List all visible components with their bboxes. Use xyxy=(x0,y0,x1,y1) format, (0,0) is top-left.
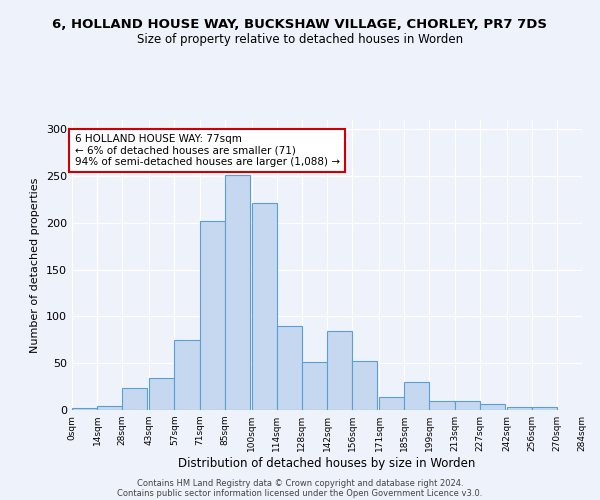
Text: 6 HOLLAND HOUSE WAY: 77sqm
← 6% of detached houses are smaller (71)
94% of semi-: 6 HOLLAND HOUSE WAY: 77sqm ← 6% of detac… xyxy=(74,134,340,167)
Bar xyxy=(327,332,352,410)
Bar xyxy=(277,326,302,410)
Bar xyxy=(506,407,532,410)
X-axis label: Distribution of detached houses by size in Worden: Distribution of detached houses by size … xyxy=(178,457,476,470)
Bar xyxy=(302,362,327,410)
Bar xyxy=(455,400,479,410)
Text: Size of property relative to detached houses in Worden: Size of property relative to detached ho… xyxy=(137,32,463,46)
Bar xyxy=(532,407,557,410)
Text: 6, HOLLAND HOUSE WAY, BUCKSHAW VILLAGE, CHORLEY, PR7 7DS: 6, HOLLAND HOUSE WAY, BUCKSHAW VILLAGE, … xyxy=(53,18,548,30)
Bar xyxy=(122,388,148,410)
Bar xyxy=(72,408,97,410)
Bar xyxy=(430,400,455,410)
Bar xyxy=(379,397,404,410)
Bar xyxy=(352,362,377,410)
Bar xyxy=(175,340,199,410)
Bar xyxy=(479,404,505,410)
Bar xyxy=(199,221,224,410)
Bar xyxy=(404,382,430,410)
Bar xyxy=(251,204,277,410)
Bar xyxy=(149,378,175,410)
Bar xyxy=(224,175,250,410)
Text: Contains HM Land Registry data © Crown copyright and database right 2024.: Contains HM Land Registry data © Crown c… xyxy=(137,478,463,488)
Bar xyxy=(97,406,122,410)
Y-axis label: Number of detached properties: Number of detached properties xyxy=(31,178,40,352)
Text: Contains public sector information licensed under the Open Government Licence v3: Contains public sector information licen… xyxy=(118,488,482,498)
